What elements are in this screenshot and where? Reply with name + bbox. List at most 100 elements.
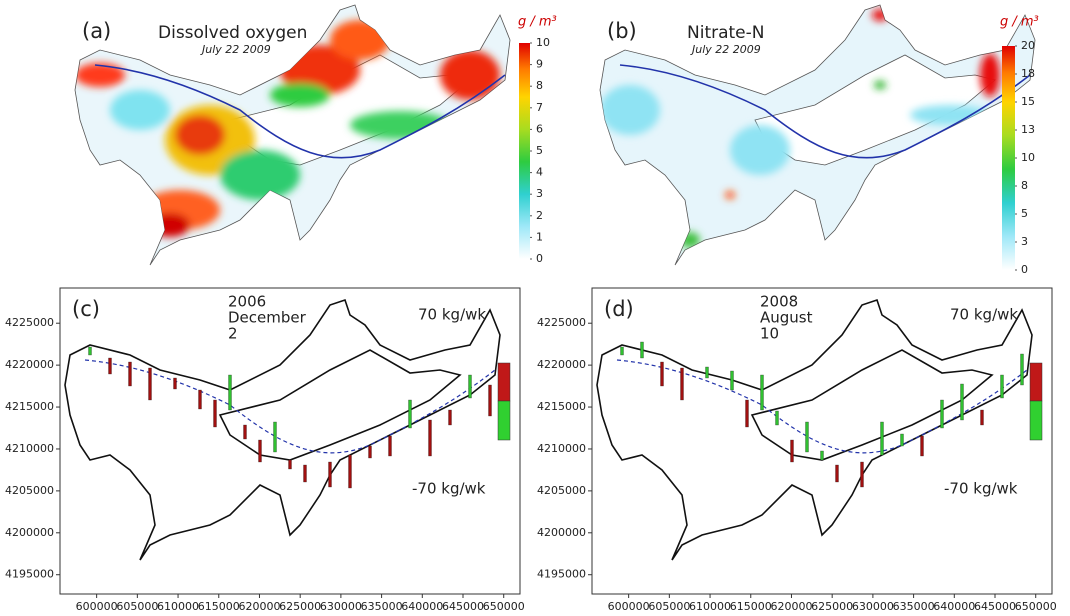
flux-glyph (173, 377, 177, 390)
flux-glyph (148, 367, 152, 401)
x-tick-label: 615000 (198, 600, 240, 613)
x-tick-label: 645000 (442, 600, 484, 613)
colorbar (1002, 46, 1015, 270)
colorbar-tick-label: 3 (536, 187, 543, 200)
x-tick-label: 605000 (116, 600, 158, 613)
flux-glyph (775, 410, 779, 426)
x-tick-label: 620000 (770, 600, 812, 613)
flux-glyph (730, 370, 734, 391)
colorbar-tick-label: 5 (536, 144, 543, 157)
colorbar-tick-label: 20 (1021, 39, 1035, 52)
y-tick-label: 4215000 (5, 400, 54, 413)
y-tick-label: 4210000 (5, 442, 54, 455)
colorbar-tick-label: 8 (536, 79, 543, 92)
flux-bars (620, 341, 1024, 488)
flux-glyph (705, 366, 709, 379)
x-tick-label: 610000 (157, 600, 199, 613)
colorbar-tick-label: 7 (536, 101, 543, 114)
x-tick-label: 645000 (974, 600, 1016, 613)
x-tick-label: 630000 (852, 600, 894, 613)
date-line: August (760, 309, 813, 327)
colorbar-tick-label: 15 (1021, 95, 1035, 108)
x-tick-label: 600000 (608, 600, 650, 613)
flux-glyph (448, 409, 452, 426)
flux-glyph (128, 361, 132, 387)
legend-bar-negative (497, 400, 511, 441)
panel-label: (d) (604, 297, 634, 321)
y-tick-label: 4195000 (5, 568, 54, 581)
flux-glyph (428, 419, 432, 457)
min-label: -70 kg/wk (944, 480, 1018, 498)
flux-glyph (303, 464, 307, 483)
x-tick-label: 640000 (401, 600, 443, 613)
flux-glyph (805, 421, 809, 453)
x-tick-label: 630000 (320, 600, 362, 613)
x-tick-label: 615000 (730, 600, 772, 613)
legend-bar-positive (1029, 362, 1043, 402)
flux-glyph (488, 384, 492, 417)
flux-glyph (980, 409, 984, 426)
y-tick-label: 4220000 (537, 358, 586, 371)
flux-glyph (680, 367, 684, 401)
x-tick-label: 605000 (648, 600, 690, 613)
y-tick-label: 4210000 (537, 442, 586, 455)
x-tick-label: 625000 (279, 600, 321, 613)
flux-glyph (790, 439, 794, 463)
flux-glyph (368, 445, 372, 459)
panel-label: (a) (82, 19, 111, 43)
flux-glyph (960, 383, 964, 421)
flux-glyph (920, 435, 924, 457)
colorbar-tick-label: 3 (1021, 235, 1028, 248)
colorbar-tick-label: 18 (1021, 67, 1035, 80)
flux-glyph (900, 433, 904, 447)
x-tick-label: 635000 (361, 600, 403, 613)
flux-glyph (88, 346, 92, 356)
y-tick-label: 4205000 (537, 484, 586, 497)
colorbar-tick-label: 4 (536, 166, 543, 179)
flux-glyph (1000, 374, 1004, 399)
map-b (599, 4, 1036, 270)
x-tick-label: 640000 (933, 600, 975, 613)
flux-glyph (620, 346, 624, 356)
plot-frame (59, 287, 521, 595)
flux-glyph (273, 421, 277, 453)
min-label: -70 kg/wk (412, 480, 486, 498)
colorbar-tick-label: 5 (1021, 207, 1028, 220)
flux-glyph (198, 389, 202, 410)
flux-bars (88, 346, 492, 489)
colorbar-tick-label: 2 (536, 209, 543, 222)
colorbar (519, 43, 530, 259)
colorbar-unit: g / m³ (518, 15, 557, 30)
panel-label: (c) (72, 297, 100, 321)
colorbar-tick-label: 1 (536, 230, 543, 243)
date-line: 2008 (760, 293, 798, 311)
flux-glyph (820, 450, 824, 461)
colorbar-tick-label: 9 (536, 58, 543, 71)
y-tick-label: 4225000 (5, 316, 54, 329)
flux-glyph (228, 374, 232, 411)
flux-glyph (108, 357, 112, 375)
colorbar-tick-label: 13 (1021, 123, 1035, 136)
flux-glyph (660, 361, 664, 387)
plot-frame (591, 287, 1053, 595)
flux-glyph (745, 399, 749, 428)
y-tick-label: 4195000 (537, 568, 586, 581)
y-tick-label: 4220000 (5, 358, 54, 371)
flux-glyph (408, 399, 412, 429)
x-tick-label: 600000 (76, 600, 118, 613)
y-tick-label: 4200000 (5, 526, 54, 539)
y-tick-label: 4205000 (5, 484, 54, 497)
max-label: 70 kg/wk (418, 306, 486, 324)
colorbar-tick-label: 0 (536, 252, 543, 265)
flux-glyph (1020, 353, 1024, 386)
date-line: December (228, 309, 307, 327)
date-line: 10 (760, 325, 779, 343)
flux-glyph (940, 399, 944, 429)
flux-glyph (640, 341, 644, 359)
y-tick-label: 4225000 (537, 316, 586, 329)
map-outline (64, 299, 501, 561)
y-tick-label: 4200000 (537, 526, 586, 539)
colorbar-tick-label: 6 (536, 122, 543, 135)
max-label: 70 kg/wk (950, 306, 1018, 324)
